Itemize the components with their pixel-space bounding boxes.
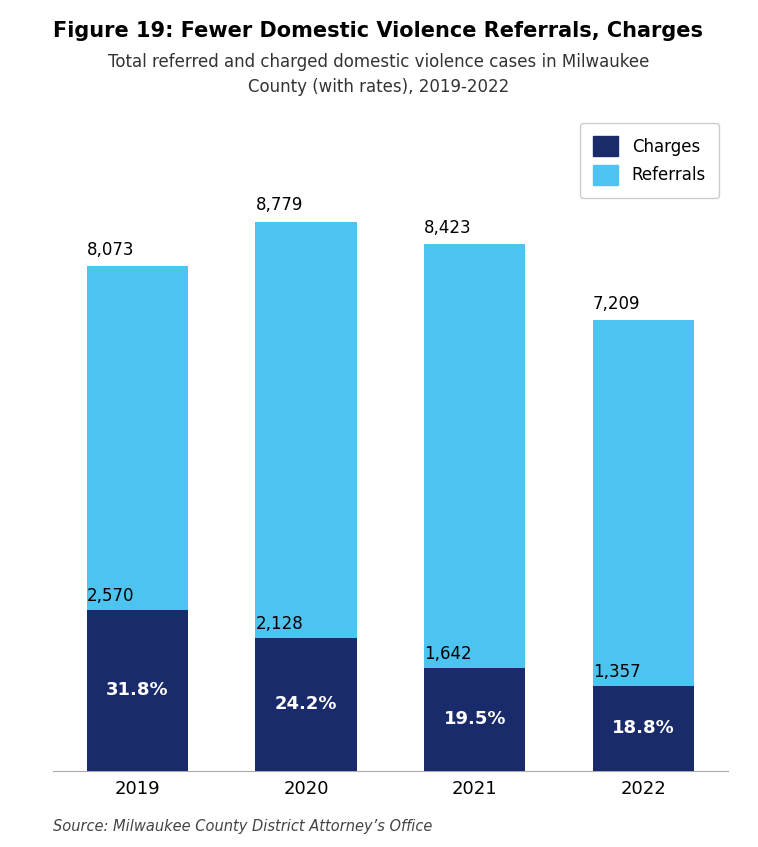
Text: Total referred and charged domestic violence cases in Milwaukee
County (with rat: Total referred and charged domestic viol… bbox=[108, 53, 650, 96]
Bar bbox=[86, 266, 188, 610]
Text: 8,073: 8,073 bbox=[86, 241, 134, 258]
Legend: Charges, Referrals: Charges, Referrals bbox=[580, 123, 719, 198]
Bar bbox=[255, 638, 356, 771]
Text: 1,357: 1,357 bbox=[593, 663, 641, 681]
Text: 24.2%: 24.2% bbox=[275, 695, 337, 713]
Text: 18.8%: 18.8% bbox=[612, 719, 675, 738]
Text: 2,570: 2,570 bbox=[86, 587, 134, 605]
Bar bbox=[593, 686, 694, 771]
Bar bbox=[86, 610, 188, 771]
Text: Figure 19: Fewer Domestic Violence Referrals, Charges: Figure 19: Fewer Domestic Violence Refer… bbox=[53, 21, 703, 42]
Bar bbox=[424, 668, 525, 771]
Text: 1,642: 1,642 bbox=[424, 645, 471, 663]
Text: 8,423: 8,423 bbox=[424, 219, 471, 236]
Text: 19.5%: 19.5% bbox=[443, 711, 506, 728]
Text: Source: Milwaukee County District Attorney’s Office: Source: Milwaukee County District Attorn… bbox=[53, 819, 432, 834]
Text: 8,779: 8,779 bbox=[255, 197, 302, 214]
Bar bbox=[255, 222, 356, 638]
Bar bbox=[424, 244, 525, 668]
Bar bbox=[593, 320, 694, 686]
Text: 2,128: 2,128 bbox=[255, 615, 303, 633]
Text: 31.8%: 31.8% bbox=[106, 682, 169, 700]
Text: 7,209: 7,209 bbox=[593, 295, 641, 313]
